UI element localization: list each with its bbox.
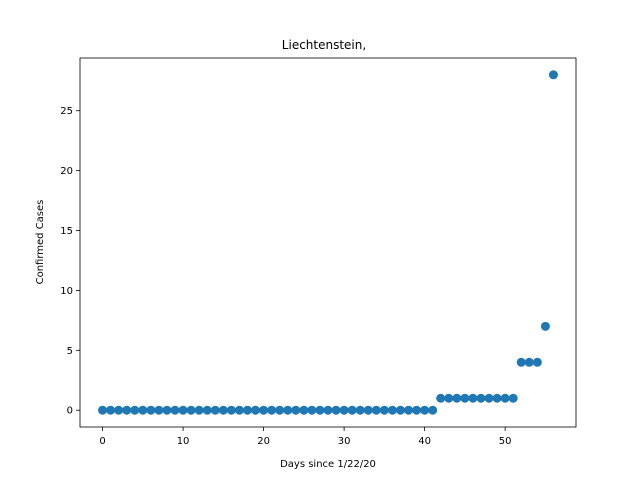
data-point <box>106 405 116 415</box>
data-point <box>251 405 261 415</box>
data-point <box>291 405 301 415</box>
y-tick-label: 0 <box>67 406 73 417</box>
data-point <box>315 405 325 415</box>
data-point <box>524 357 534 367</box>
x-tick-label: 50 <box>499 436 512 447</box>
data-point <box>283 405 293 415</box>
data-point <box>226 405 236 415</box>
data-point <box>98 405 108 415</box>
data-point <box>162 405 172 415</box>
x-tick-label: 10 <box>177 436 190 447</box>
data-point <box>323 405 333 415</box>
y-tick-label: 20 <box>60 166 73 177</box>
axes-frame <box>79 57 577 428</box>
data-point <box>460 393 470 403</box>
data-point <box>242 405 252 415</box>
data-point <box>412 405 422 415</box>
data-point <box>275 405 285 415</box>
x-tick-label: 20 <box>257 436 270 447</box>
data-point <box>540 321 550 331</box>
data-point <box>428 405 438 415</box>
data-point <box>170 405 180 415</box>
data-point <box>452 393 462 403</box>
data-point <box>444 393 454 403</box>
x-tick-label: 40 <box>418 436 431 447</box>
data-point <box>420 405 430 415</box>
data-point <box>379 405 389 415</box>
x-tick-label: 30 <box>338 436 351 447</box>
data-point <box>186 405 196 415</box>
data-point <box>299 405 309 415</box>
data-point <box>492 393 502 403</box>
data-point <box>259 405 269 415</box>
data-point <box>234 405 244 415</box>
data-point <box>548 70 558 80</box>
y-tick-label: 5 <box>67 346 73 357</box>
data-point <box>307 405 317 415</box>
y-tick-label: 25 <box>60 106 73 117</box>
data-point <box>484 393 494 403</box>
y-tick-label: 10 <box>60 286 73 297</box>
data-point <box>436 393 446 403</box>
data-point <box>500 393 510 403</box>
y-tick-label: 15 <box>60 226 73 237</box>
data-point <box>154 405 164 415</box>
x-axis-label: Days since 1/22/20 <box>280 459 376 470</box>
chart-title: Liechtenstein, <box>282 38 366 52</box>
data-point <box>508 393 518 403</box>
data-point <box>178 405 188 415</box>
data-point <box>371 405 381 415</box>
y-axis-label: Confirmed Cases <box>35 200 46 285</box>
data-point <box>339 405 349 415</box>
data-point <box>516 357 526 367</box>
data-point <box>476 393 486 403</box>
data-point <box>122 405 132 415</box>
data-point <box>363 405 373 415</box>
data-point <box>404 405 414 415</box>
data-point <box>468 393 478 403</box>
data-point <box>210 405 220 415</box>
data-point <box>146 405 156 415</box>
data-point <box>194 405 204 415</box>
data-point <box>267 405 277 415</box>
data-point <box>347 405 357 415</box>
data-point <box>532 357 542 367</box>
data-point <box>355 405 365 415</box>
data-point <box>202 405 212 415</box>
data-point <box>114 405 124 415</box>
data-point <box>395 405 405 415</box>
data-point <box>331 405 341 415</box>
data-point <box>138 405 148 415</box>
plot-area: 0 10 20 30 40 50 0 5 10 15 20 25 <box>60 70 558 447</box>
data-point <box>387 405 397 415</box>
x-tick-label: 0 <box>99 436 105 447</box>
data-point <box>218 405 228 415</box>
data-point <box>130 405 140 415</box>
